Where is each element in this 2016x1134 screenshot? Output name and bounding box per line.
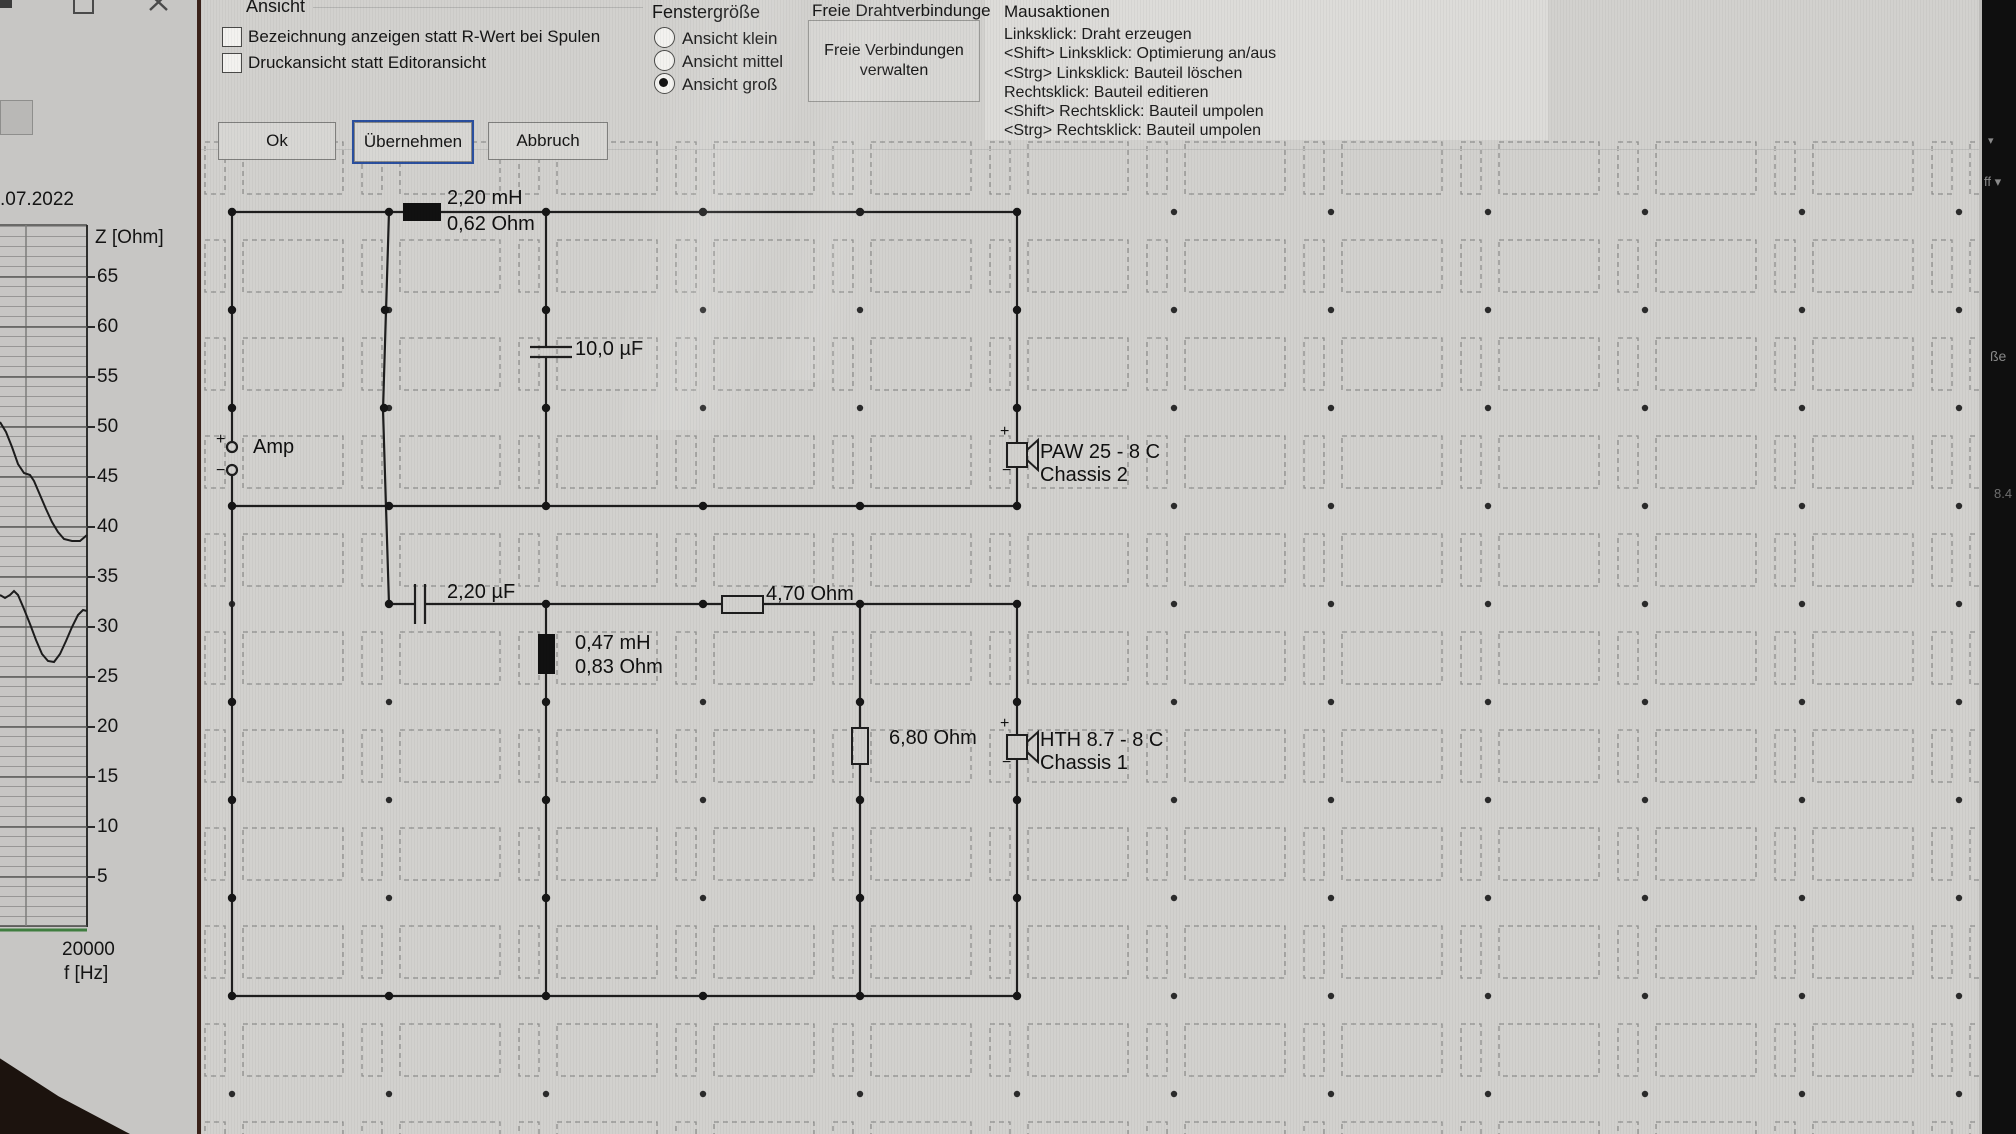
amp-minus-sign: − <box>216 462 226 479</box>
divider <box>201 149 1982 150</box>
ytick-10: 10 <box>97 816 119 837</box>
abbruch-button[interactable]: Abbruch <box>488 122 608 160</box>
cap1-value: 10,0 µF <box>575 338 644 360</box>
mausaktionen-panel <box>985 0 1548 140</box>
chart-y-axis-title: Z [Ohm] <box>95 227 164 248</box>
amp-minus-terminal <box>225 463 239 477</box>
freie-verbindungen-line1: Freie Verbindungen <box>824 42 964 59</box>
groupbox-line <box>313 7 643 8</box>
maus-line-6: <Strg> Rechtsklick: Bauteil umpolen <box>1004 122 1262 139</box>
radio-ansicht-klein-label: Ansicht klein <box>682 29 778 48</box>
maus-line-4: Rechtsklick: Bauteil editieren <box>1004 84 1209 101</box>
inductor2-symbol[interactable] <box>538 634 555 674</box>
chart-legend-partial <box>0 100 33 135</box>
speaker2-name: PAW 25 - 8 C <box>1040 441 1161 463</box>
ytick-30: 30 <box>97 616 119 637</box>
crossover-editor-dialog: Ansicht Bezeichnung anzeigen statt R-Wer… <box>197 0 1982 1134</box>
resistor1-value: 4,70 Ohm <box>766 583 854 605</box>
ytick-40: 40 <box>97 516 119 537</box>
radio-ansicht-klein[interactable] <box>654 27 675 48</box>
freie-verbindungen-button[interactable]: Freie Verbindungen verwalten <box>808 20 980 102</box>
ytick-20: 20 <box>97 716 119 737</box>
schematic-canvas[interactable] <box>197 140 1982 1134</box>
ytick-50: 50 <box>97 416 119 437</box>
group-title-freie-draht: Freie Drahtverbindunge <box>812 1 991 20</box>
ytick-45: 45 <box>97 466 119 487</box>
amp-plus-sign: + <box>216 431 226 448</box>
ytick-65: 65 <box>97 266 119 287</box>
close-icon[interactable] <box>149 0 169 11</box>
background-text-sse: ße <box>1990 348 2007 364</box>
chart-x-axis-title: f [Hz] <box>64 963 109 984</box>
speaker1-plus: + <box>1000 715 1010 732</box>
maximize-icon[interactable] <box>73 0 94 14</box>
inductor1-value: 2,20 mH <box>447 187 523 209</box>
cap2-value: 2,20 µF <box>447 581 516 603</box>
speaker1-chassis: Chassis 1 <box>1040 752 1128 774</box>
ytick-55: 55 <box>97 366 119 387</box>
speaker2-chassis: Chassis 2 <box>1040 464 1128 486</box>
mausaktionen-title: Mausaktionen <box>1004 2 1110 21</box>
speaker1-name: HTH 8.7 - 8 C <box>1040 729 1164 751</box>
impedance-curve-upper <box>0 421 88 542</box>
chart-date: .07.2022 <box>0 189 74 210</box>
impedance-curve-lower <box>0 589 88 664</box>
resistor2-value: 6,80 Ohm <box>889 727 977 749</box>
amp-plus-terminal <box>225 440 239 454</box>
freie-verbindungen-line2: verwalten <box>859 62 929 79</box>
screen-edge <box>1979 0 1982 1134</box>
background-text-ff: ff ▾ <box>1984 174 2002 189</box>
maus-line-1: Linksklick: Draht erzeugen <box>1004 26 1192 43</box>
editor-grid[interactable] <box>197 140 1982 1134</box>
speaker2-minus: − <box>1002 462 1012 479</box>
background-screen-strip: ▾ ff ▾ ße 8.4 <box>1982 0 2016 1134</box>
ytick-25: 25 <box>97 666 119 687</box>
inductor1-symbol[interactable] <box>403 203 441 221</box>
checkbox-bezeichnung[interactable] <box>222 27 242 47</box>
maus-line-2: <Shift> Linksklick: Optimierung an/aus <box>1004 45 1277 62</box>
ytick-60: 60 <box>97 316 119 337</box>
ytick-35: 35 <box>97 566 119 587</box>
checkbox-druckansicht[interactable] <box>222 53 242 73</box>
chart-x-end-tick: 20000 <box>62 939 115 960</box>
speaker1-icon[interactable] <box>1006 734 1028 760</box>
uebernehmen-button[interactable]: Übernehmen <box>352 120 474 164</box>
inductor1-resistance: 0,62 Ohm <box>447 213 535 235</box>
schematic-wires <box>225 210 1019 998</box>
background-arrow: ▾ <box>1988 135 1994 147</box>
ytick-5: 5 <box>97 866 108 887</box>
impedance-curves <box>0 421 88 664</box>
group-title-ansicht: Ansicht <box>246 0 306 16</box>
desk-corner <box>0 1058 130 1134</box>
window-icon-partial <box>0 0 12 8</box>
radio-ansicht-mittel-label: Ansicht mittel <box>682 52 784 71</box>
background-text-84: 8.4 <box>1994 486 2013 501</box>
ytick-15: 15 <box>97 766 119 787</box>
inductor2-resistance: 0,83 Ohm <box>575 656 663 678</box>
radio-ansicht-gross-label: Ansicht groß <box>682 75 778 94</box>
checkbox-bezeichnung-label: Bezeichnung anzeigen statt R-Wert bei Sp… <box>248 27 601 46</box>
impedance-chart-window: .07.2022 Z [Ohm] 65 60 55 50 45 40 35 30 25 20 15 1… <box>0 0 197 1134</box>
ok-button[interactable]: Ok <box>218 122 336 160</box>
speaker2-plus: + <box>1000 423 1010 440</box>
inductor2-value: 0,47 mH <box>575 632 651 654</box>
wire-junctions <box>227 207 1022 1001</box>
maus-line-3: <Strg> Linksklick: Bauteil löschen <box>1004 65 1243 82</box>
checkbox-druckansicht-label: Druckansicht statt Editoransicht <box>248 53 487 72</box>
speaker1-minus: − <box>1002 754 1012 771</box>
radio-ansicht-mittel[interactable] <box>654 50 675 71</box>
speaker2-icon[interactable] <box>1006 442 1028 468</box>
impedance-chart <box>0 224 88 932</box>
group-title-fenstergroesse: Fenstergröße <box>652 2 761 22</box>
maus-line-5: <Shift> Rechtsklick: Bauteil umpolen <box>1004 103 1264 120</box>
radio-ansicht-gross[interactable] <box>654 73 675 94</box>
amp-label: Amp <box>253 436 295 458</box>
